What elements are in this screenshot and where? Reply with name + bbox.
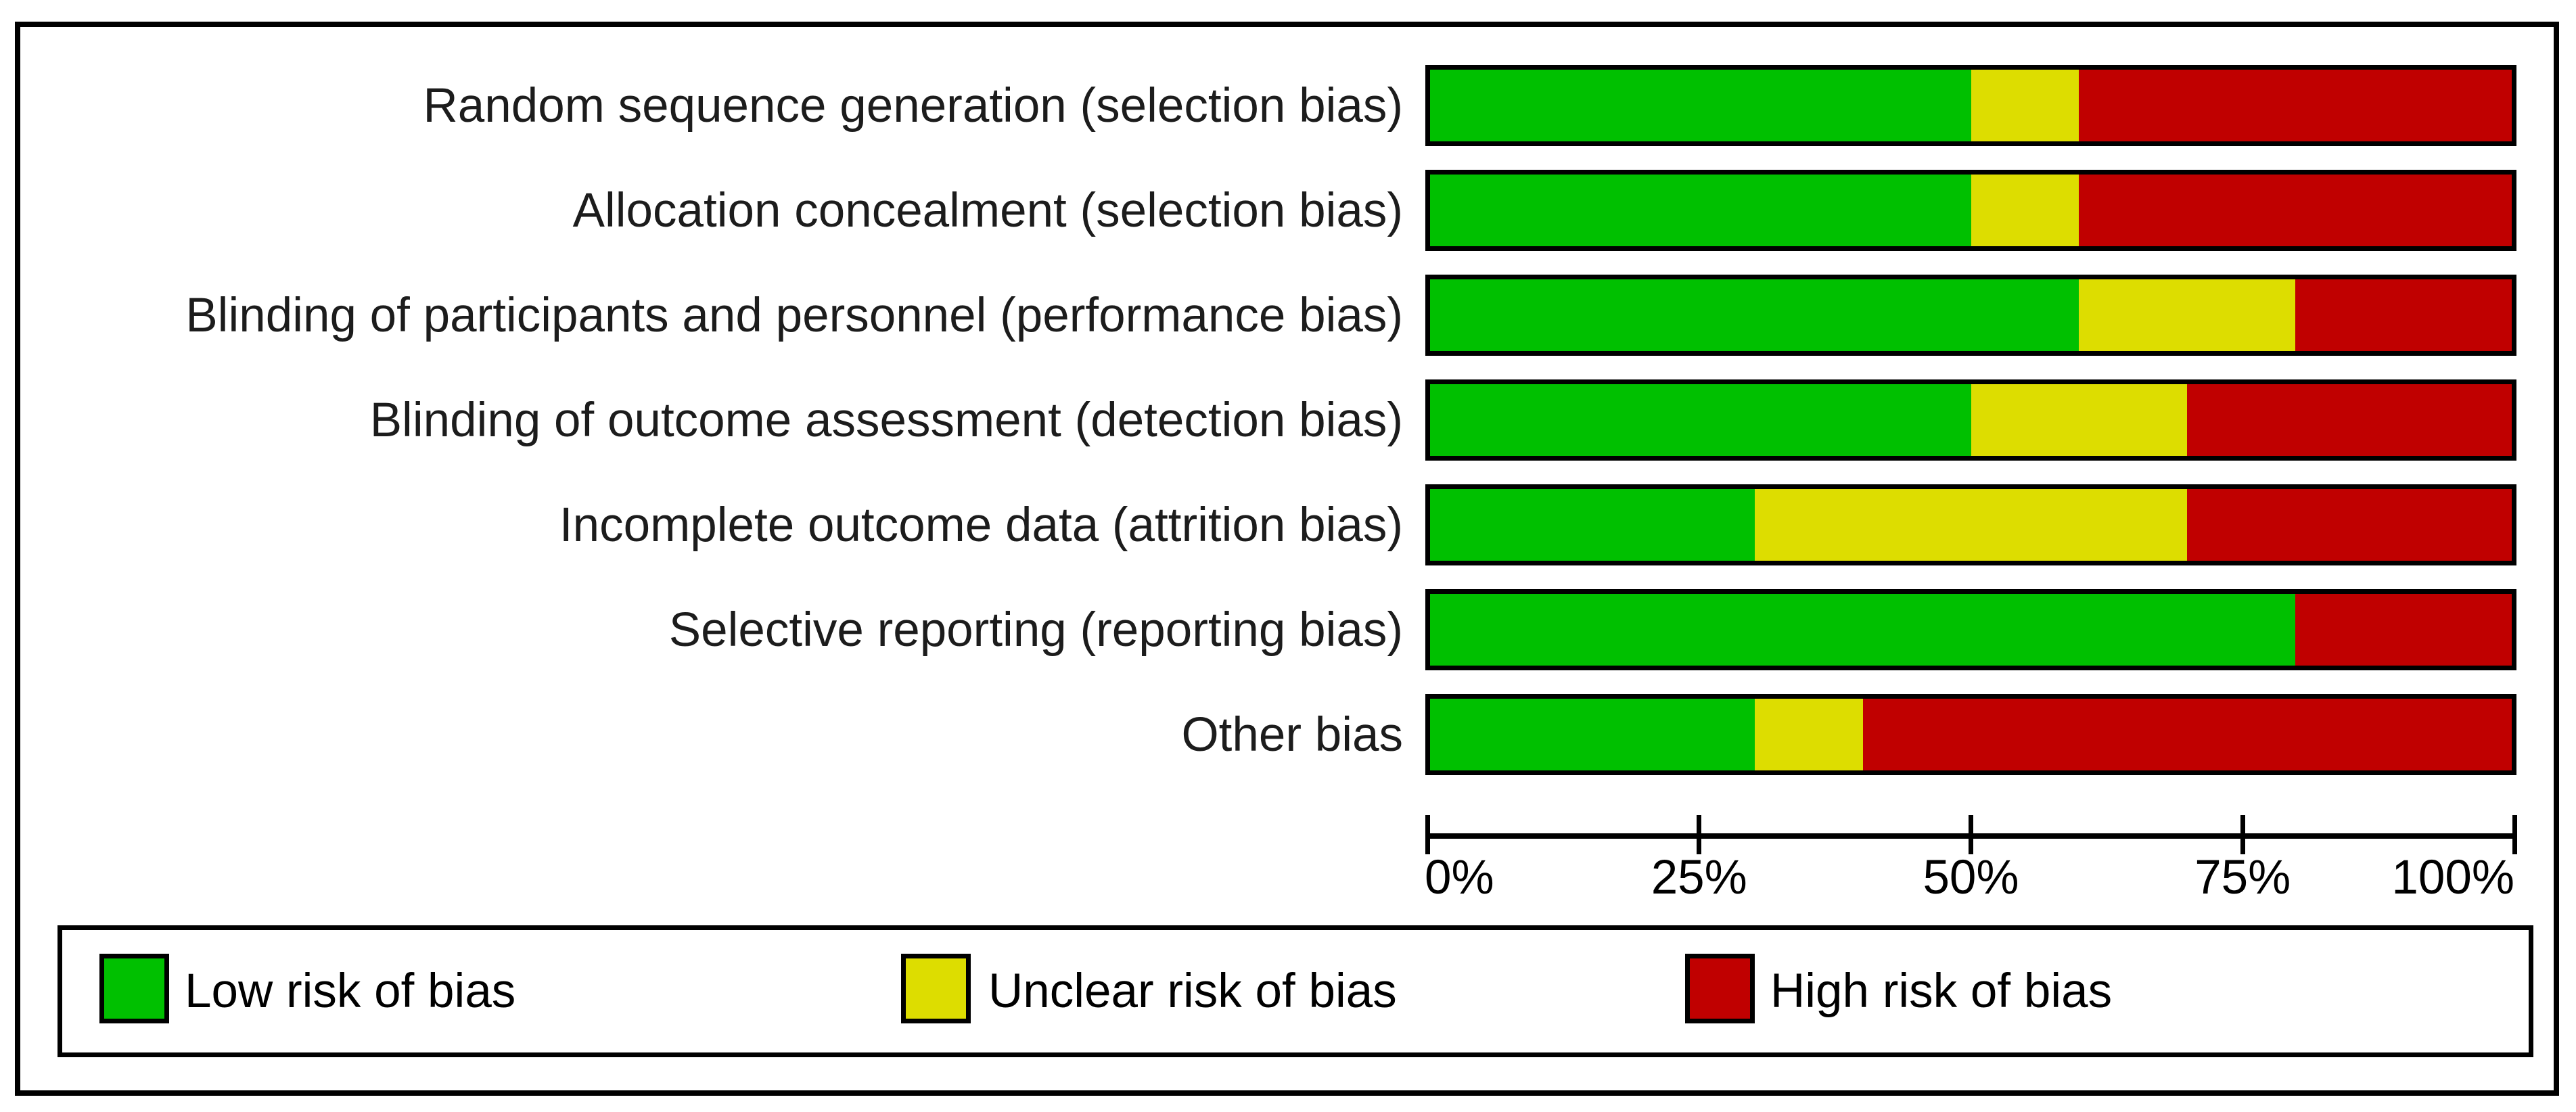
legend-label-high-risk: High risk of bias — [1770, 965, 2113, 1018]
segment-unclear-risk — [1971, 384, 2188, 456]
segment-unclear-risk — [1971, 175, 2079, 246]
x-axis-tick-label: 50% — [1923, 851, 2019, 904]
segment-high-risk — [2295, 279, 2512, 351]
segment-low-risk — [1430, 384, 1971, 456]
segment-low-risk — [1430, 489, 1755, 561]
segment-low-risk — [1430, 594, 2296, 666]
x-axis-tick — [2512, 815, 2517, 854]
row-label: Blinding of outcome assessment (detectio… — [369, 393, 1403, 447]
bar-row — [1425, 170, 2516, 251]
segment-high-risk — [2295, 594, 2512, 666]
bar-row — [1425, 379, 2516, 461]
segment-high-risk — [2187, 384, 2512, 456]
segment-unclear-risk — [2079, 279, 2296, 351]
legend-swatch-high-risk — [1685, 954, 1755, 1023]
segment-high-risk — [2079, 70, 2512, 141]
segment-high-risk — [2187, 489, 2512, 561]
legend: Low risk of bias Unclear risk of bias High… — [58, 925, 2533, 1057]
row-label: Allocation concealment (selection bias) — [572, 183, 1403, 237]
legend-swatch-low-risk — [99, 954, 169, 1023]
row-label: Selective reporting (reporting bias) — [668, 603, 1403, 657]
row-label: Blinding of participants and personnel (… — [185, 288, 1403, 342]
row-label: Other bias — [1181, 708, 1403, 762]
x-axis-tick-label: 25% — [1651, 851, 1747, 904]
segment-high-risk — [2079, 175, 2512, 246]
bar-row — [1425, 589, 2516, 670]
bar-row — [1425, 694, 2516, 775]
segment-low-risk — [1430, 279, 2079, 351]
bar-row — [1425, 484, 2516, 565]
x-axis-tick — [1697, 815, 1702, 854]
legend-label-low-risk: Low risk of bias — [185, 965, 516, 1018]
x-axis-tick-label: 0% — [1425, 851, 1494, 904]
legend-swatch-unclear-risk — [901, 954, 971, 1023]
x-axis-tick — [2240, 815, 2245, 854]
segment-high-risk — [1862, 699, 2512, 770]
segment-low-risk — [1430, 70, 1971, 141]
row-label: Incomplete outcome data (attrition bias) — [559, 498, 1403, 552]
x-axis-tick — [1969, 815, 1973, 854]
row-label: Random sequence generation (selection bi… — [423, 78, 1404, 133]
bar-row — [1425, 65, 2516, 146]
legend-label-unclear-risk: Unclear risk of bias — [988, 965, 1397, 1018]
segment-low-risk — [1430, 699, 1755, 770]
segment-unclear-risk — [1971, 70, 2079, 141]
segment-unclear-risk — [1754, 489, 2188, 561]
segment-low-risk — [1430, 175, 1971, 246]
x-axis-tick-label: 75% — [2194, 851, 2291, 904]
chart-frame — [15, 22, 2559, 1096]
x-axis-tick — [1425, 815, 1430, 854]
bar-row — [1425, 275, 2516, 356]
x-axis-tick-label: 100% — [2391, 851, 2514, 904]
segment-unclear-risk — [1754, 699, 1863, 770]
